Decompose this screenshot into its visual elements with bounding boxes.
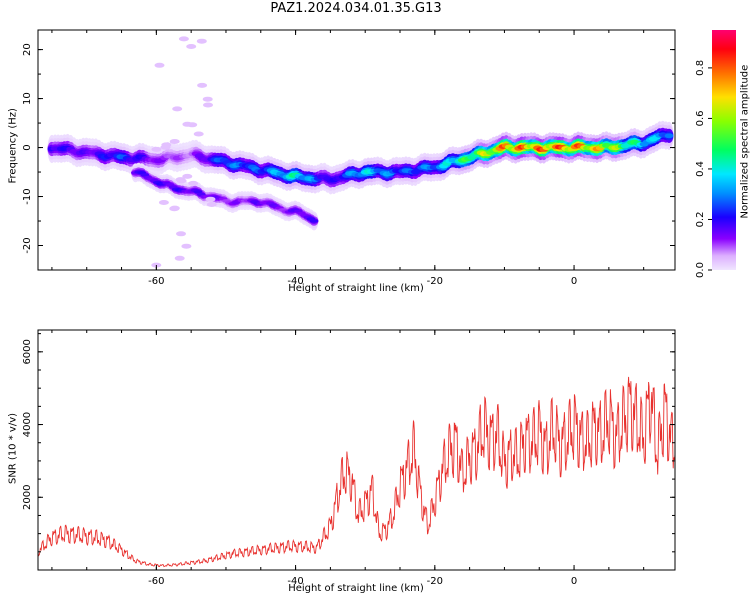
noise-speckle [197,82,208,88]
bottom-y-axis-label: SNR (10 * v/v) [7,412,19,485]
noise-speckle [154,62,165,68]
top-x-tick-label: -60 [148,276,164,287]
noise-speckle [175,177,186,183]
colorbar-tick-label: 0.6 [695,110,706,126]
bottom-x-tick-label: -20 [427,576,443,587]
secondary-branch-cell [193,190,203,194]
noise-speckle [151,146,162,152]
top-y-tick-label: 20 [22,43,33,56]
colorbar: 0.0 0.2 0.4 0.6 0.8 [695,30,736,278]
colorbar-tick-label: 0.8 [695,60,706,76]
bottom-y-tick-label: 6000 [22,339,33,364]
spectrogram-frame [37,29,676,271]
noise-speckle [205,196,216,202]
top-x-tick-label: -40 [287,276,303,287]
noise-speckle [169,139,180,144]
top-x-tick-label: -20 [427,276,443,287]
chart-title: PAZ1.2024.034.01.35.G13 [270,1,442,16]
noise-speckle [182,173,193,179]
noise-speckle [187,122,198,128]
colorbar-tick-label: 0.4 [695,161,706,177]
bottom-x-tick-label: 0 [571,576,577,587]
bottom-y-tick-label: 2000 [22,485,33,510]
bottom-x-tick-label: -40 [287,576,303,587]
noise-speckle [196,38,207,44]
noise-speckle [169,205,180,211]
top-y-tick-label: 10 [22,92,33,105]
secondary-branch-cell [309,219,319,223]
noise-speckle [186,44,197,49]
noise-speckle [193,131,204,137]
noise-speckle [178,36,189,42]
top-y-tick-label: -10 [22,188,33,204]
secondary-branch-cell [140,173,150,177]
snr-frame [37,329,676,571]
noise-speckle [206,202,217,207]
bottom-y-tick-label: 4000 [22,412,33,437]
snr-area [38,376,675,568]
noise-speckle [158,200,169,205]
noise-speckle [181,243,192,249]
top-x-axis-label: Height of straight line (km) [288,283,424,294]
colorbar-tick-label: 0.0 [695,262,706,278]
bottom-x-tick-label: -60 [148,576,164,587]
noise-speckle [174,255,185,261]
top-y-tick-label: -20 [22,237,33,253]
ridge-cell [664,133,674,139]
top-y-tick-label: 0 [22,144,33,150]
colorbar-label: Normalized spectral amplitude [739,64,750,219]
noise-speckle [202,96,213,102]
top-x-tick-label: 0 [571,276,577,287]
spectrogram-area [47,36,674,268]
snr-series-line [38,376,675,568]
noise-speckle [176,231,186,237]
noise-speckle [161,142,172,148]
snr-plot: -60 -40 -20 0 2000 4000 6000 [22,329,676,587]
noise-speckle [203,102,213,108]
top-y-axis-label: Frequency (Hz) [7,108,19,184]
colorbar-gradient [712,30,736,270]
noise-speckle [172,106,183,112]
noise-speckle [188,180,199,186]
spectrogram-plot: -60 -40 -20 0 -20 -10 0 10 20 [22,29,676,287]
colorbar-tick-label: 0.2 [695,212,706,228]
bottom-x-axis-label: Height of straight line (km) [288,583,424,594]
secondary-branch-cell [165,183,175,187]
